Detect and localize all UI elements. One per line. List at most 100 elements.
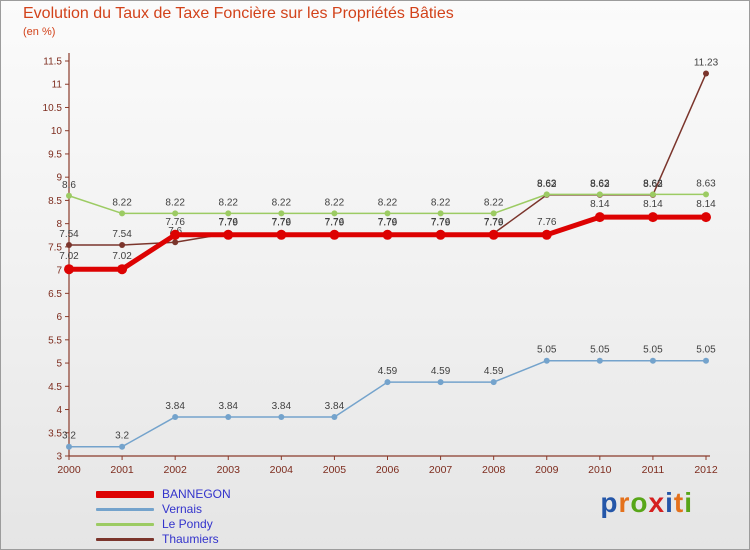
data-label: 8.22: [272, 197, 292, 208]
x-tick-label: 2007: [429, 464, 453, 476]
chart-subtitle: (en %): [23, 26, 56, 38]
x-tick-label: 2010: [588, 464, 612, 476]
legend: BANNEGON Vernais Le Pondy Thaumiers: [96, 487, 231, 546]
series-le-pondy: 8.68.22 8.22 8.22 8.22 8.22 8.22 8.22 8.228.63 8…: [62, 178, 716, 217]
logo-letter-i: i: [684, 487, 693, 518]
data-label: 7.02: [112, 251, 132, 262]
data-label: 7.79: [484, 217, 504, 228]
data-label: 7.76: [165, 217, 185, 228]
data-label: 8.22: [112, 197, 132, 208]
data-point: [225, 413, 232, 420]
y-tick-label: 7.5: [48, 242, 62, 253]
legend-label: BANNEGON: [162, 486, 231, 501]
y-tick-label: 4: [56, 405, 62, 416]
data-label: 4.59: [378, 366, 398, 377]
data-point: [488, 229, 499, 240]
data-point: [64, 264, 74, 275]
y-tick-label: 9: [56, 173, 62, 184]
y-tick-label: 8.5: [48, 196, 62, 207]
data-point: [66, 242, 72, 249]
data-point: [701, 212, 711, 223]
data-label: 11.23: [694, 58, 719, 69]
data-point: [384, 379, 391, 386]
y-tick-label: 8: [56, 219, 62, 230]
data-label: 7.76: [431, 217, 451, 228]
data-label: 8.22: [378, 197, 398, 208]
data-point: [647, 212, 658, 223]
data-point: [170, 229, 181, 240]
data-label: 7.54: [59, 229, 79, 240]
y-tick-label: 10: [51, 126, 63, 137]
data-point: [649, 191, 656, 198]
data-point: [329, 229, 340, 240]
data-label: 5.05: [537, 345, 557, 356]
legend-swatch: [96, 490, 154, 498]
data-point: [594, 212, 605, 223]
proxiti-logo: proxiti: [600, 488, 693, 518]
y-tick-label: 11.5: [43, 57, 62, 68]
data-point: [703, 70, 709, 77]
x-tick-label: 2002: [163, 464, 187, 476]
data-point: [172, 413, 179, 420]
data-point: [437, 210, 444, 217]
data-point: [435, 229, 446, 240]
data-point: [703, 357, 709, 364]
y-tick-label: 6: [56, 312, 62, 323]
x-tick-label: 2000: [57, 464, 81, 476]
legend-label: Vernais: [162, 501, 203, 516]
data-label: 7.79: [219, 217, 239, 228]
x-tick-label: 2003: [217, 464, 241, 476]
logo-letter-r: r: [618, 487, 631, 518]
logo-letter-i: i: [665, 487, 674, 518]
data-label: 7.76: [537, 217, 557, 228]
data-point: [490, 210, 497, 217]
y-tick-label: 6.5: [48, 289, 62, 300]
data-label: 8.22: [431, 197, 451, 208]
data-point: [331, 413, 338, 420]
series-vernais: 3.2 3.2 3.84 3.84 3.84 3.84 4.59 4.59 4.59 5.05 5.…: [62, 345, 716, 450]
legend-item-le-pondy: Le Pondy: [96, 517, 231, 531]
data-point: [119, 443, 126, 450]
data-label: 4.59: [431, 366, 451, 377]
data-label: 7.76: [272, 217, 292, 228]
logo-letter-o: o: [630, 487, 649, 518]
y-tick-label: 5: [56, 359, 62, 370]
data-label: 3.84: [272, 401, 292, 412]
legend-swatch: [96, 507, 154, 511]
logo-letter-x: x: [648, 487, 666, 518]
data-label: 7.76: [378, 217, 398, 228]
data-label: 7.79: [272, 217, 292, 228]
x-tick-label: 2012: [694, 464, 718, 476]
data-point: [223, 229, 234, 240]
legend-label: Thaumiers: [162, 531, 219, 546]
data-label: 5.05: [643, 345, 663, 356]
data-point: [703, 191, 709, 198]
data-point: [172, 210, 179, 217]
data-label: 5.05: [696, 345, 716, 356]
data-point: [596, 191, 603, 198]
data-label: 3.2: [115, 431, 129, 442]
data-label: 3.84: [325, 401, 345, 412]
data-point: [278, 210, 285, 217]
data-label: 7.79: [378, 217, 398, 228]
logo-letter-p: p: [600, 487, 619, 518]
legend-label: Le Pondy: [162, 516, 213, 531]
data-label: 8.6: [62, 180, 76, 191]
data-label: 7.76: [484, 217, 504, 228]
y-tick-label: 11: [52, 80, 63, 91]
y-tick-label: 3.5: [48, 428, 62, 439]
data-point: [117, 264, 128, 275]
data-point: [278, 413, 285, 420]
data-label: 4.59: [484, 366, 504, 377]
series-bannegon: 7.02 7.02 7.76 7.76 7.76 7.76 7.76 7.76 7.76 7.76…: [59, 199, 716, 275]
data-label: 8.62: [643, 179, 663, 190]
x-tick-label: 2011: [642, 464, 665, 476]
data-label: 3.2: [62, 431, 76, 442]
x-tick-label: 2008: [482, 464, 506, 476]
data-label: 8.14: [590, 199, 610, 210]
data-label: 7.54: [112, 229, 132, 240]
data-point: [66, 192, 72, 199]
data-point: [384, 210, 391, 217]
y-tick-label: 4.5: [48, 382, 62, 393]
